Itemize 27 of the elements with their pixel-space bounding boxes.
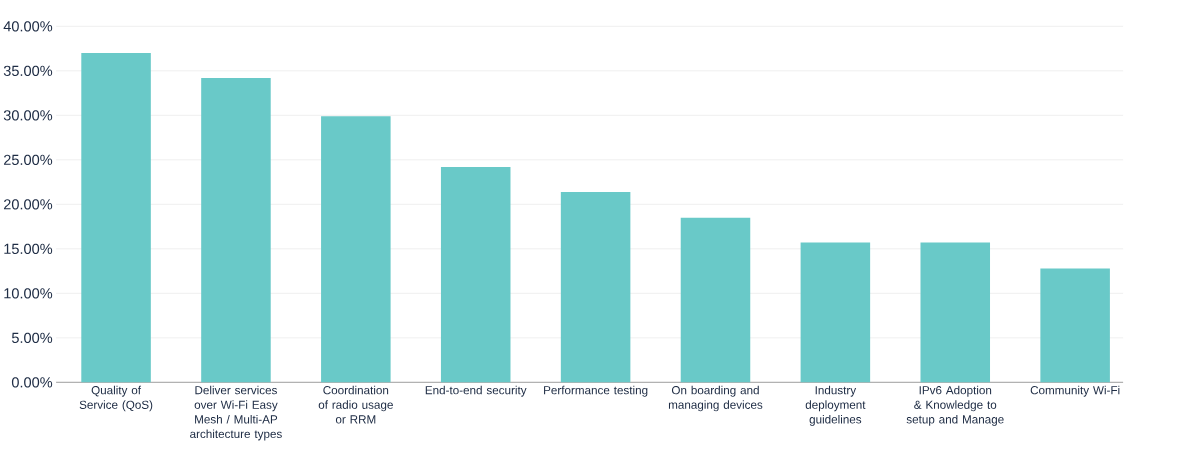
bar	[1040, 268, 1110, 383]
y-tick-label: 10.00%	[4, 288, 53, 299]
y-tick-label: 40.00%	[3, 21, 53, 32]
x-tick-label: Quality of Service (QoS)	[79, 385, 153, 412]
x-tick-label: On boarding and managing devices	[668, 385, 763, 412]
x-tick-label: Industry deployment guidelines	[805, 385, 866, 426]
x-tick-label: Deliver services over Wi-Fi Easy Mesh / Multi-AP architecture types	[190, 385, 282, 441]
bar	[201, 77, 271, 383]
y-tick-label: 5.00%	[11, 332, 53, 343]
bar	[800, 242, 871, 383]
x-tick-label: End-to-end security	[425, 385, 527, 397]
y-tick-label: 35.00%	[3, 65, 53, 76]
bar	[560, 191, 631, 383]
bar	[440, 166, 511, 383]
bar	[680, 217, 751, 383]
x-tick-label: Community Wi-Fi	[1030, 385, 1120, 397]
y-tick-label: 25.00%	[3, 154, 53, 165]
bar	[321, 116, 391, 383]
x-tick-label: Coordination of radio usage or RRM	[318, 385, 393, 424]
y-tick-label: 20.00%	[3, 199, 53, 210]
y-tick-label: 30.00%	[3, 110, 53, 121]
y-tick-label: 15.00%	[4, 243, 53, 254]
x-tick-label: IPv6 Adoption & Knowledge to setup and Manage	[906, 385, 1004, 426]
bar	[920, 242, 991, 383]
bar	[81, 52, 151, 383]
y-tick-label: 0.00%	[11, 377, 53, 388]
x-tick-label: Performance testing	[544, 385, 648, 397]
